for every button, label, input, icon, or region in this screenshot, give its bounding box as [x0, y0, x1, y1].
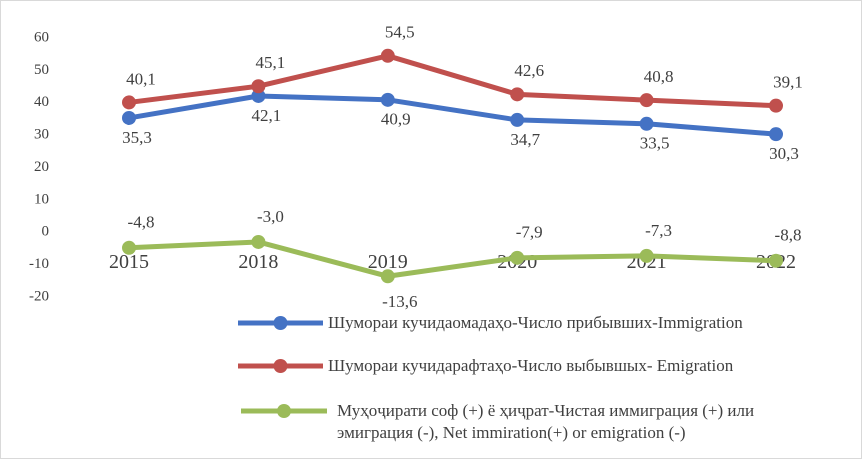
marker	[639, 93, 654, 108]
marker	[639, 116, 654, 131]
marker	[380, 48, 395, 63]
data-label: 34,7	[510, 130, 540, 149]
marker	[510, 112, 525, 127]
data-label: 42,1	[252, 106, 282, 125]
y-tick-label: 50	[34, 62, 49, 78]
x-tick-label: 2015	[109, 251, 149, 273]
data-label: 45,1	[256, 53, 286, 72]
marker	[122, 95, 136, 110]
marker	[380, 92, 395, 107]
marker	[251, 79, 266, 94]
marker	[510, 87, 525, 102]
data-label: -7,3	[645, 221, 672, 240]
y-tick-label: 10	[34, 191, 49, 207]
legend-label: Шумораи кучидаомадаҳо-Число прибывших-Im…	[328, 313, 743, 332]
y-tick-label: 40	[34, 94, 49, 110]
data-label: 42,6	[514, 61, 544, 80]
marker	[251, 234, 266, 249]
legend-label: Муҳоҷирати соф (+) ё ҳиҷрат-Чистая иммиг…	[337, 401, 755, 442]
marker	[769, 98, 783, 113]
marker	[639, 248, 654, 263]
marker	[510, 250, 525, 265]
legend-marker	[273, 359, 288, 373]
marker	[769, 253, 783, 268]
legend-marker	[273, 316, 288, 330]
series-line	[128, 239, 777, 279]
marker	[769, 127, 783, 142]
series-line	[128, 93, 777, 137]
data-label: 40,1	[126, 69, 156, 88]
series-line	[128, 53, 777, 109]
data-label: -3,0	[257, 207, 284, 226]
data-label: -7,9	[516, 223, 543, 242]
data-label: 33,5	[640, 134, 670, 153]
marker	[122, 240, 136, 255]
x-tick-label: 2019	[368, 251, 408, 273]
legend-marker	[277, 404, 291, 418]
data-label: -13,6	[382, 292, 417, 311]
marker	[122, 110, 136, 125]
y-tick-label: 60	[34, 29, 49, 45]
y-tick-label: -10	[29, 256, 49, 272]
data-label: 35,3	[122, 128, 152, 147]
data-label: 39,1	[773, 73, 803, 92]
y-tick-label: 0	[42, 224, 50, 240]
data-label: 40,9	[381, 110, 411, 129]
marker	[251, 88, 266, 103]
data-label: 54,5	[385, 23, 415, 42]
data-label: -4,8	[128, 213, 155, 232]
y-tick-label: -20	[29, 288, 49, 304]
y-tick-label: 20	[34, 159, 49, 175]
legend-label: Шумораи кучидарафтаҳо-Число выбывшых- Em…	[328, 356, 734, 375]
data-label: 30,3	[769, 144, 799, 163]
y-tick-label: 30	[34, 127, 49, 143]
x-tick-label: 2018	[238, 251, 278, 273]
marker	[380, 269, 395, 284]
data-label: 40,8	[644, 67, 674, 86]
data-label: -8,8	[775, 226, 802, 245]
